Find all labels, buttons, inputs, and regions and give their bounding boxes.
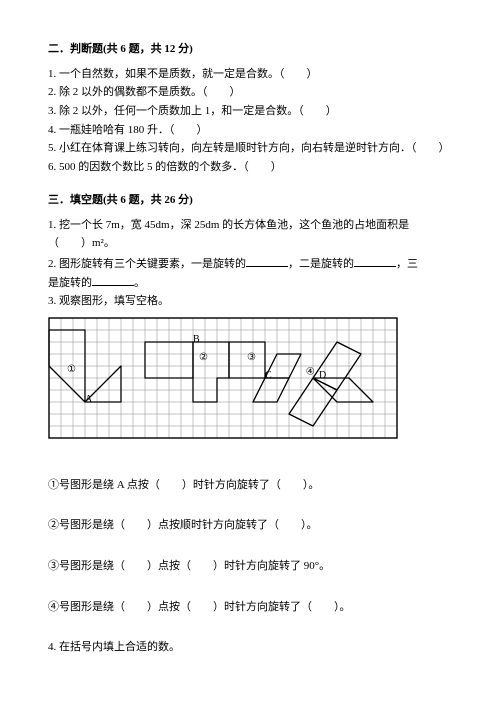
fill-q2-d: 是旋转的 (48, 277, 92, 289)
svg-text:D: D (319, 370, 326, 381)
judge-q4: 4. 一瓶娃哈哈有 180 升．（ ） (48, 121, 452, 140)
section-3-title: 三．填空题(共 6 题，共 26 分) (48, 191, 452, 210)
judge-q5: 5. 小红在体育课上练习转向，向左转是顺时针方向，向右转是逆时针方向．（ ） (48, 139, 452, 158)
fill-q1: 1. 挖一个长 7m，宽 45dm，深 25dm 的长方体鱼池，这个鱼池的占地面… (48, 216, 452, 253)
fill-q1-line2: （ ）m²。 (48, 237, 115, 249)
blank (92, 275, 134, 286)
grid-diagram: A B C D ① ② ③ ④ (48, 317, 398, 439)
svg-text:②: ② (199, 352, 208, 363)
section-2-title: 二．判断题(共 6 题，共 12 分) (48, 40, 452, 59)
fill-q3-sub4: ④号图形是绕（ ）点按（ ）时针方向旋转了（ ）。 (48, 598, 452, 617)
fill-q3: 3. 观察图形，填写空格。 (48, 292, 452, 311)
svg-text:④: ④ (306, 366, 315, 377)
fill-q2: 2. 图形旋转有三个关键要素，一是旋转的 ，二是旋转的 ，三 是旋转的 。 (48, 255, 452, 292)
blank (246, 256, 288, 267)
fill-q3-sub3: ③号图形是绕（ ）点按（ ）时针方向旋转了 90°。 (48, 557, 452, 576)
judge-q2: 2. 除 2 以外的偶数都不是质数。（ ） (48, 83, 452, 102)
judge-q1: 1. 一个自然数，如果不是质数，就一定是合数。（ ） (48, 65, 452, 84)
svg-text:①: ① (67, 364, 76, 375)
fill-q4: 4. 在括号内填上合适的数。 (48, 638, 452, 657)
judge-q6: 6. 500 的因数个数比 5 的倍数的个数多．（ ） (48, 158, 452, 177)
blank (354, 256, 396, 267)
rotation-figure: A B C D ① ② ③ ④ (48, 317, 452, 446)
fill-q2-a: 2. 图形旋转有三个关键要素，一是旋转的 (48, 258, 246, 270)
fill-q2-e: 。 (134, 277, 145, 289)
fill-q1-line1: 1. 挖一个长 7m，宽 45dm，深 25dm 的长方体鱼池，这个鱼池的占地面… (48, 219, 409, 231)
fill-q3-sub1: ①号图形是绕 A 点按（ ）时针方向旋转了（ ）。 (48, 476, 452, 495)
judge-q3: 3. 除 2 以外，任何一个质数加上 1，和一定是合数。（ ） (48, 102, 452, 121)
fill-q2-c: ，三 (396, 258, 418, 270)
svg-text:③: ③ (247, 352, 256, 363)
fill-q3-sub2: ②号图形是绕（ ）点按顺时针方向旋转了（ ）。 (48, 516, 452, 535)
svg-text:B: B (193, 334, 200, 345)
svg-text:A: A (85, 394, 93, 405)
svg-text:C: C (265, 370, 272, 381)
fill-q2-b: ，二是旋转的 (288, 258, 354, 270)
